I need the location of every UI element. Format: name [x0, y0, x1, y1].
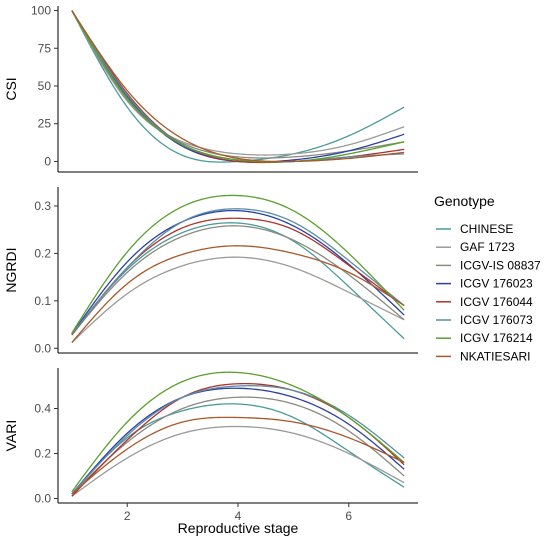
y-tick-label: 100 — [31, 4, 51, 18]
x-axis: 2 4 6 — [124, 503, 352, 523]
y-tick-label: 0.0 — [34, 492, 51, 506]
x-axis-title: Reproductive stage — [178, 520, 299, 536]
series-line-icgv-is-08837 — [71, 396, 405, 495]
y-tick-label: 0.4 — [34, 402, 51, 416]
y-axis-title: CSI — [3, 77, 19, 100]
panel-csi: 0 25 50 75 100 CSI — [3, 4, 418, 173]
legend-label: ICGV 176044 — [460, 295, 533, 309]
panel-vari: 0.0 0.2 0.4 VARI — [3, 368, 418, 506]
series-line-icgv-176073 — [71, 208, 405, 335]
legend-label: ICGV-IS 08837 — [460, 258, 541, 272]
y-axis-title: VARI — [3, 420, 19, 452]
legend-label: GAF 1723 — [460, 240, 515, 254]
legend-label: ICGV 176073 — [460, 313, 533, 327]
series-line-icgv-176214 — [71, 371, 405, 493]
series-line-gaf-1723 — [71, 256, 405, 344]
series-line-icgv-176023 — [71, 387, 405, 495]
legend-title: Genotype — [434, 193, 495, 209]
y-tick-label: 0.0 — [34, 341, 51, 355]
legend-label: NKATIESARI — [460, 349, 530, 363]
legend-label: ICGV 176214 — [460, 331, 533, 345]
panels: 0 25 50 75 100 CSI 0.0 0.1 0.2 0.3 NGRDI 0.0 0.2 0.4 V… — [3, 4, 418, 506]
legend-label: ICGV 176023 — [460, 277, 533, 291]
x-tick-label: 4 — [235, 509, 242, 523]
series-line-nkatiesari — [71, 416, 405, 495]
series-line-gaf-1723 — [71, 425, 405, 497]
y-tick-label: 0.3 — [34, 199, 51, 213]
series-line-icgv-176214 — [71, 194, 405, 334]
series-line-nkatiesari — [71, 10, 405, 163]
x-tick-label: 2 — [124, 509, 131, 523]
series-line-gaf-1723 — [71, 10, 405, 156]
panel-ngrdi: 0.0 0.1 0.2 0.3 NGRDI — [3, 187, 418, 355]
x-tick-label: 6 — [345, 509, 352, 523]
y-tick-label: 0.2 — [34, 246, 51, 260]
series-line-chinese — [71, 403, 405, 495]
series-line-nkatiesari — [71, 245, 405, 343]
y-tick-label: 0.2 — [34, 447, 51, 461]
series-line-icgv-176044 — [71, 217, 405, 336]
series-line-icgv-176073 — [71, 385, 405, 495]
y-axis-title: NGRDI — [3, 247, 19, 292]
y-tick-label: 50 — [38, 79, 52, 93]
y-tick-label: 0 — [44, 154, 51, 168]
y-tick-label: 0.1 — [34, 294, 51, 308]
legend-label: CHINESE — [460, 222, 513, 236]
series-line-icgv-176214 — [71, 10, 405, 163]
series-line-chinese — [71, 222, 405, 340]
y-tick-label: 75 — [38, 41, 52, 55]
legend: Genotype CHINESE GAF 1723 ICGV-IS 08837 ICG… — [434, 193, 541, 363]
series-line-icgv-176044 — [71, 10, 405, 164]
series-line-icgv-is-08837 — [71, 225, 405, 336]
y-tick-label: 25 — [38, 117, 52, 131]
series-line-icgv-176023 — [71, 209, 405, 335]
